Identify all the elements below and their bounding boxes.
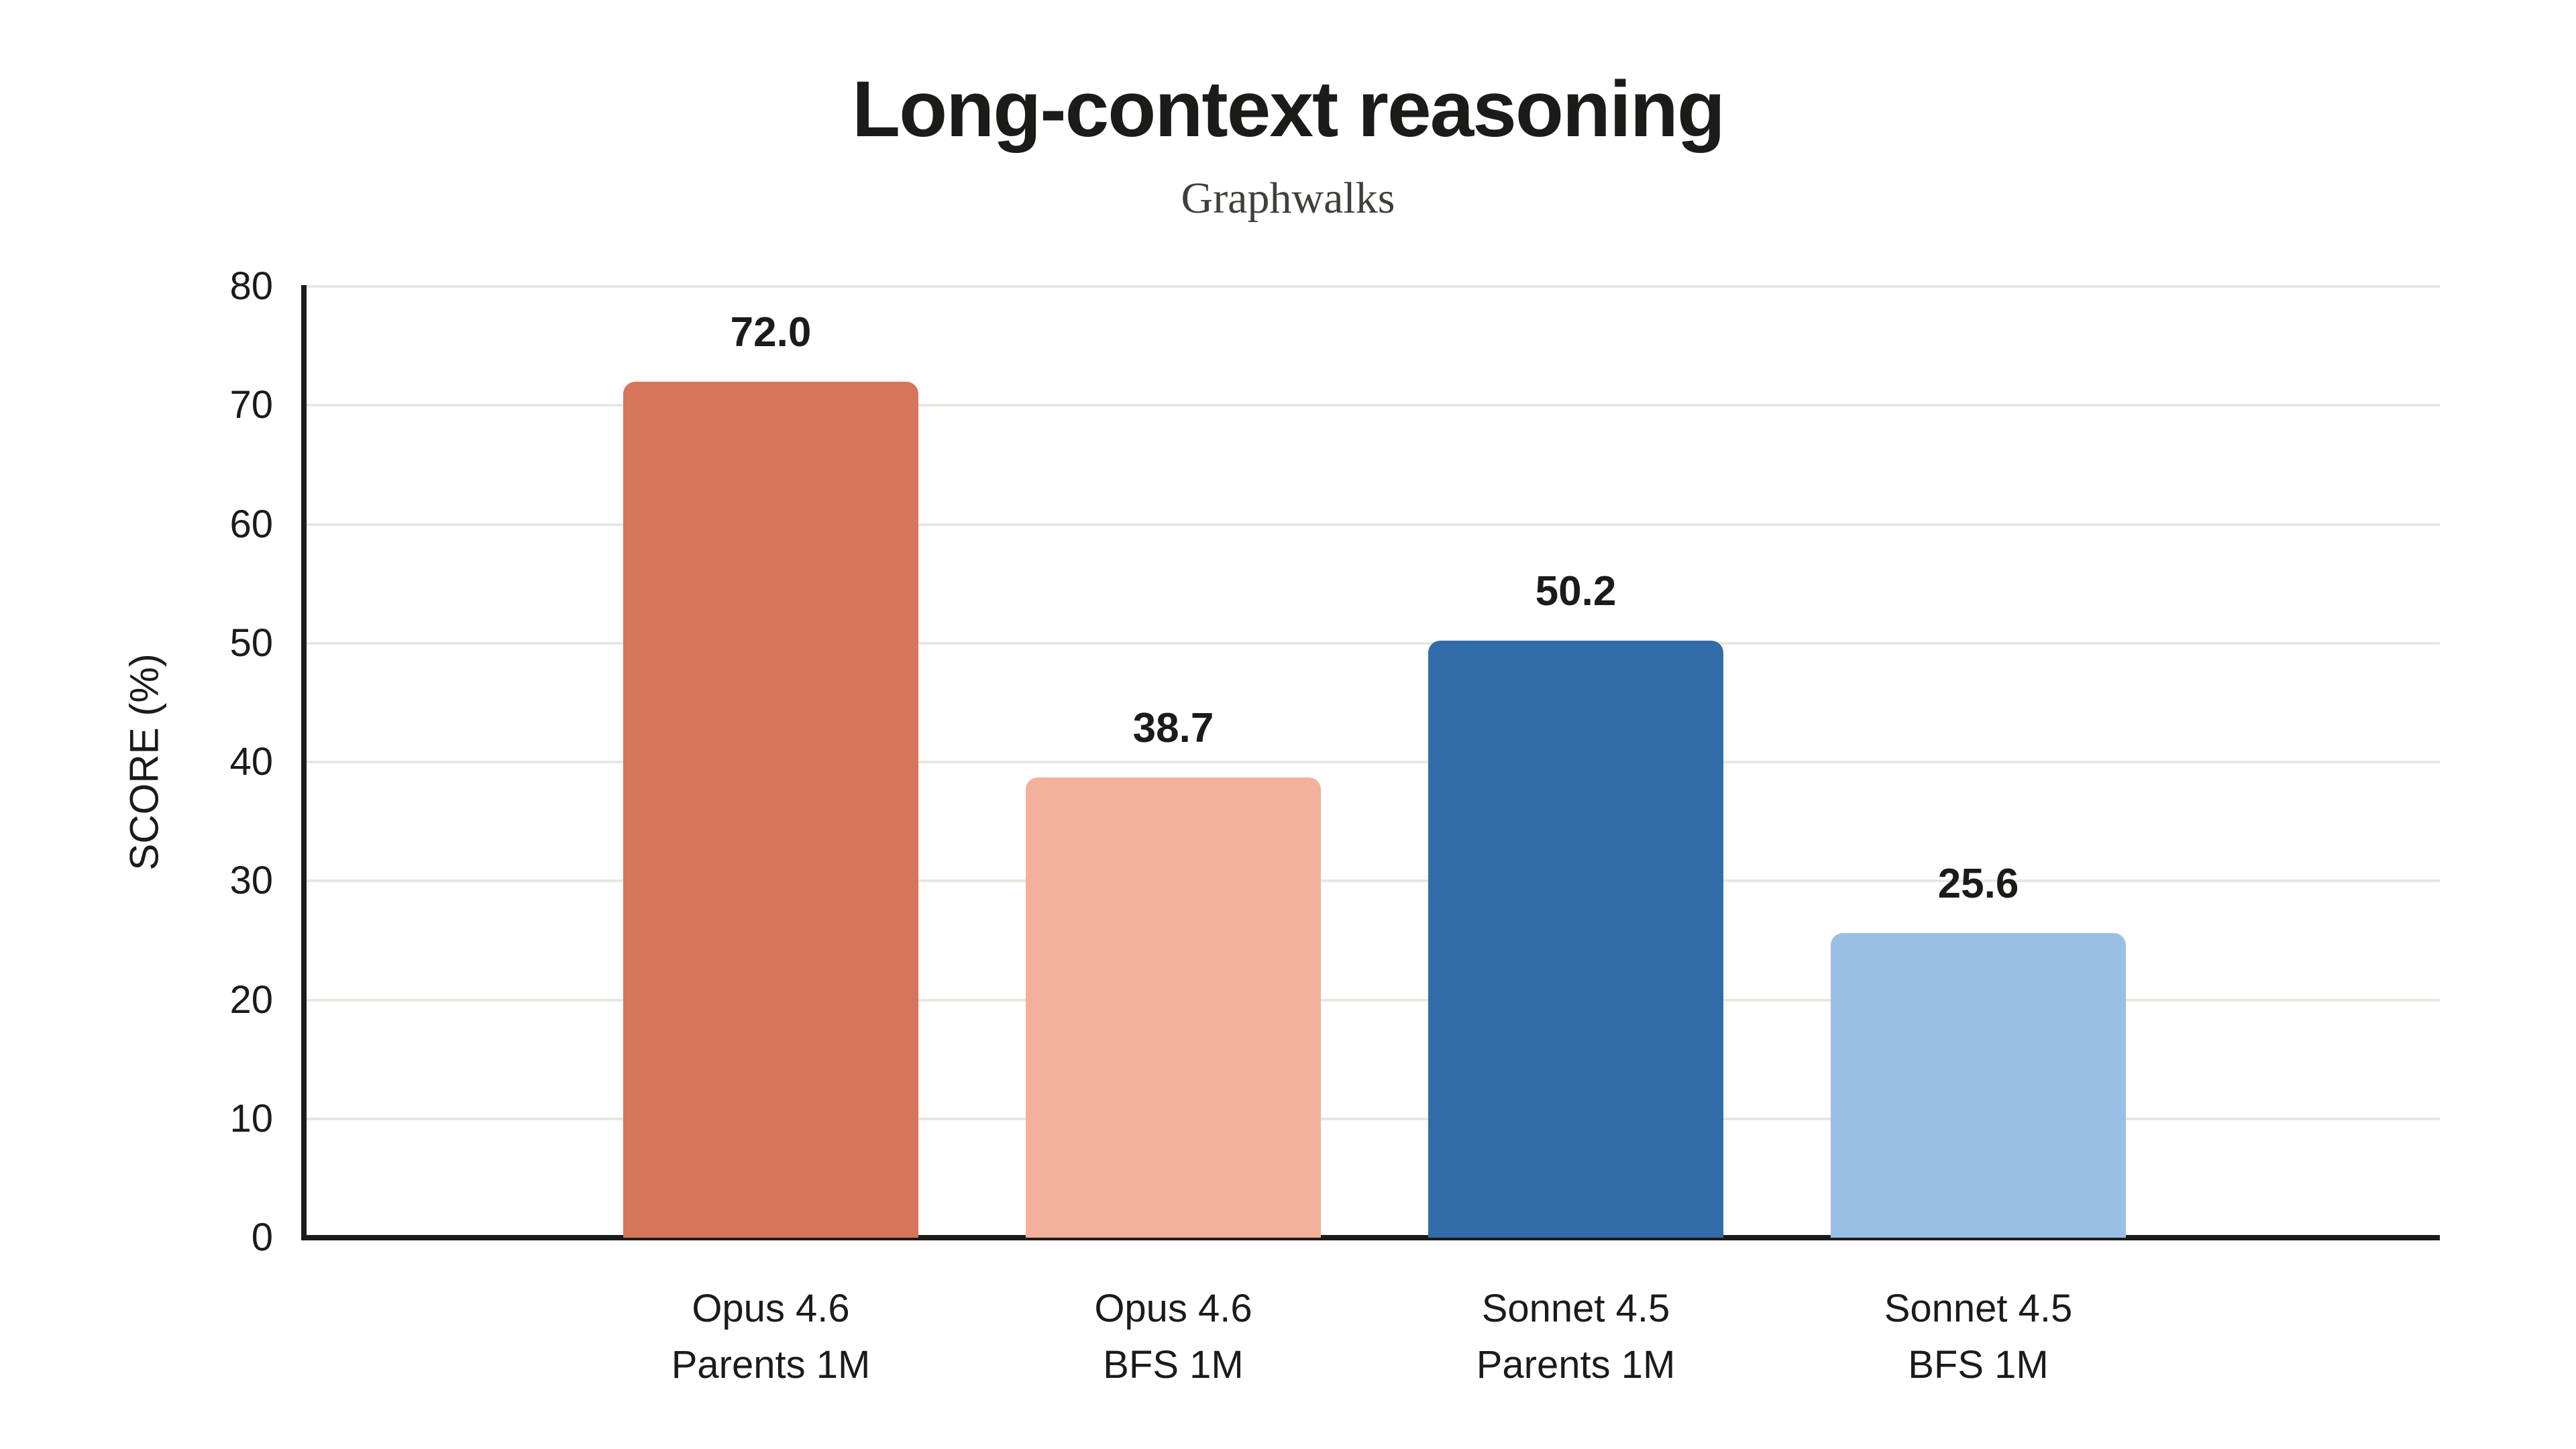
bar bbox=[1026, 777, 1321, 1238]
x-tick-label: Opus 4.6 BFS 1M bbox=[959, 1281, 1388, 1393]
gridline bbox=[307, 641, 2440, 645]
gridline bbox=[307, 523, 2440, 526]
x-tick-label: Sonnet 4.5 BFS 1M bbox=[1764, 1281, 2193, 1393]
x-tick-label-line: Parents 1M bbox=[1476, 1343, 1676, 1387]
y-tick-label: 20 bbox=[229, 977, 273, 1022]
x-tick-label-line: Sonnet 4.5 bbox=[1884, 1287, 2073, 1330]
bar-value-label: 50.2 bbox=[1535, 568, 1617, 615]
y-tick-label: 10 bbox=[229, 1096, 273, 1140]
y-tick-label: 40 bbox=[229, 740, 273, 784]
x-tick-label: Sonnet 4.5 Parents 1M bbox=[1361, 1281, 1790, 1393]
bar-value-label: 72.0 bbox=[730, 309, 812, 356]
x-tick-label-line: Parents 1M bbox=[671, 1343, 871, 1387]
bar-value-label: 25.6 bbox=[1937, 861, 2019, 908]
x-tick-label-line: Sonnet 4.5 bbox=[1481, 1287, 1670, 1330]
gridline bbox=[307, 285, 2440, 288]
bar bbox=[1428, 641, 1723, 1238]
bar bbox=[623, 381, 918, 1238]
y-tick-label: 60 bbox=[229, 502, 273, 546]
y-axis-spine bbox=[301, 285, 307, 1240]
chart-subtitle: Graphwalks bbox=[1181, 174, 1395, 223]
y-tick-label: 70 bbox=[229, 383, 273, 427]
gridline bbox=[307, 998, 2440, 1002]
bar bbox=[1831, 933, 2126, 1238]
y-tick-label: 0 bbox=[251, 1216, 273, 1259]
y-tick-label: 50 bbox=[229, 621, 273, 665]
x-tick-label-line: Opus 4.6 bbox=[692, 1287, 850, 1330]
x-tick-label: Opus 4.6 Parents 1M bbox=[556, 1281, 985, 1393]
x-tick-label-line: BFS 1M bbox=[1103, 1343, 1244, 1387]
gridline bbox=[307, 761, 2440, 763]
x-axis-spine bbox=[301, 1235, 2440, 1240]
gridline bbox=[307, 404, 2440, 407]
y-tick-label: 80 bbox=[229, 264, 273, 308]
chart-title: Long-context reasoning bbox=[852, 65, 1725, 154]
gridline bbox=[307, 1117, 2440, 1120]
x-tick-label-line: BFS 1M bbox=[1908, 1343, 2049, 1387]
y-tick-label: 30 bbox=[229, 859, 273, 903]
gridline bbox=[307, 879, 2440, 883]
plot-area: 0 10 20 30 40 50 60 70 80 72.0 Opus 4.6 Parents 1M 3… bbox=[229, 267, 2440, 1387]
x-tick-label-line: Opus 4.6 bbox=[1094, 1287, 1252, 1330]
bar-value-label: 38.7 bbox=[1132, 705, 1214, 752]
